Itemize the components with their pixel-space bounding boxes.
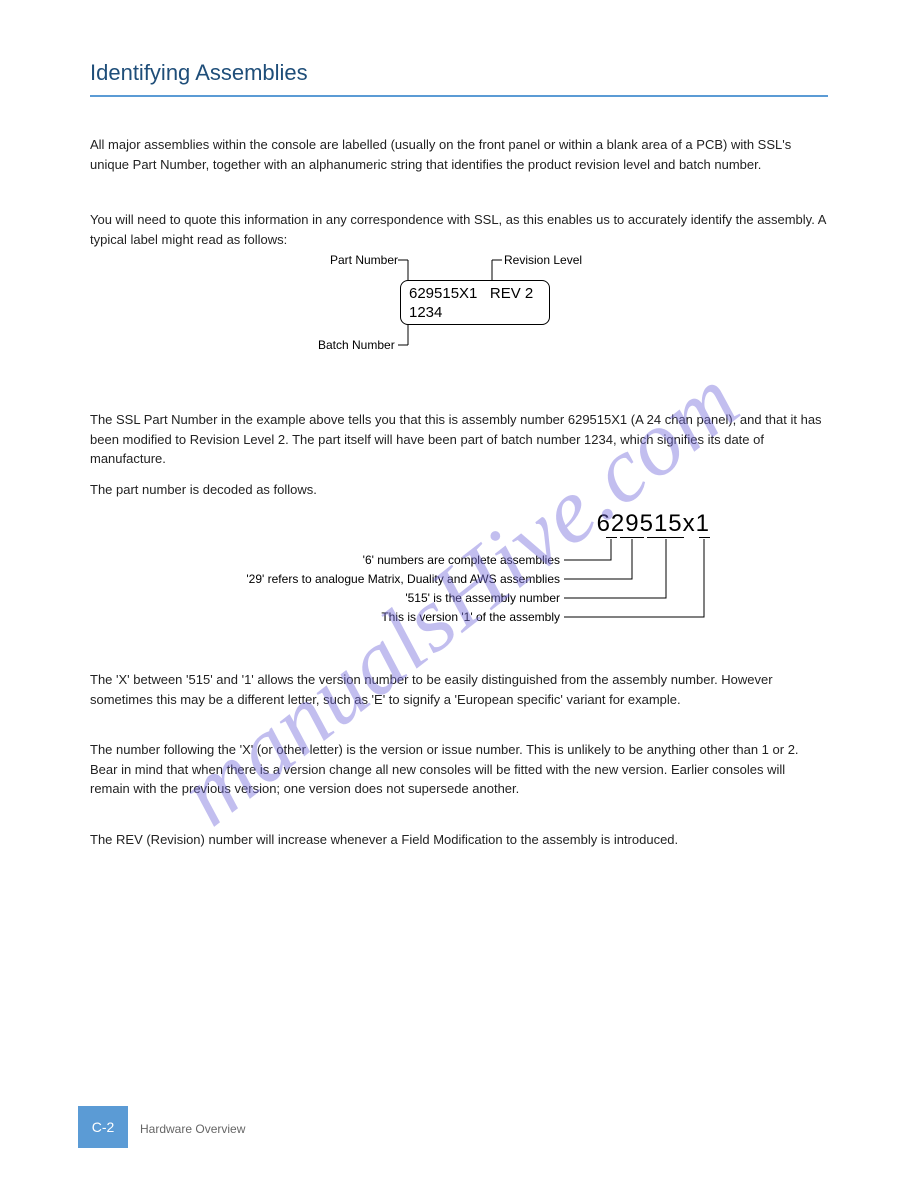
label-box-row1: 629515X1 REV 2 <box>409 285 541 304</box>
paragraph-4: The part number is decoded as follows. <box>90 480 828 500</box>
label-box: 629515X1 REV 2 1234 <box>400 280 550 325</box>
paragraph-6: The number following the 'X' (or other l… <box>90 740 828 799</box>
footer-text: Hardware Overview <box>140 1122 245 1136</box>
decode-lines <box>200 510 720 650</box>
header-rule <box>90 95 828 97</box>
paragraph-3: The SSL Part Number in the example above… <box>90 410 828 469</box>
box-part-number: 629515X1 <box>409 285 477 302</box>
label-revision-level: Revision Level <box>504 253 582 267</box>
box-batch: 1234 <box>409 304 541 323</box>
box-rev: REV 2 <box>490 285 533 302</box>
label-diagram: Part Number Revision Level Batch Number … <box>270 250 650 380</box>
label-part-number: Part Number <box>330 253 398 267</box>
section-title: Identifying Assemblies <box>90 60 308 86</box>
page-number-badge: C-2 <box>78 1106 128 1148</box>
paragraph-5: The 'X' between '515' and '1' allows the… <box>90 670 828 709</box>
paragraph-1: All major assemblies within the console … <box>90 135 828 174</box>
paragraph-2: You will need to quote this information … <box>90 210 828 249</box>
partnumber-decode-diagram: 629515x1 '6' numbers are complete assemb… <box>200 510 720 650</box>
page: Identifying Assemblies All major assembl… <box>0 0 918 1188</box>
paragraph-7: The REV (Revision) number will increase … <box>90 830 828 850</box>
label-batch-number: Batch Number <box>318 338 395 352</box>
